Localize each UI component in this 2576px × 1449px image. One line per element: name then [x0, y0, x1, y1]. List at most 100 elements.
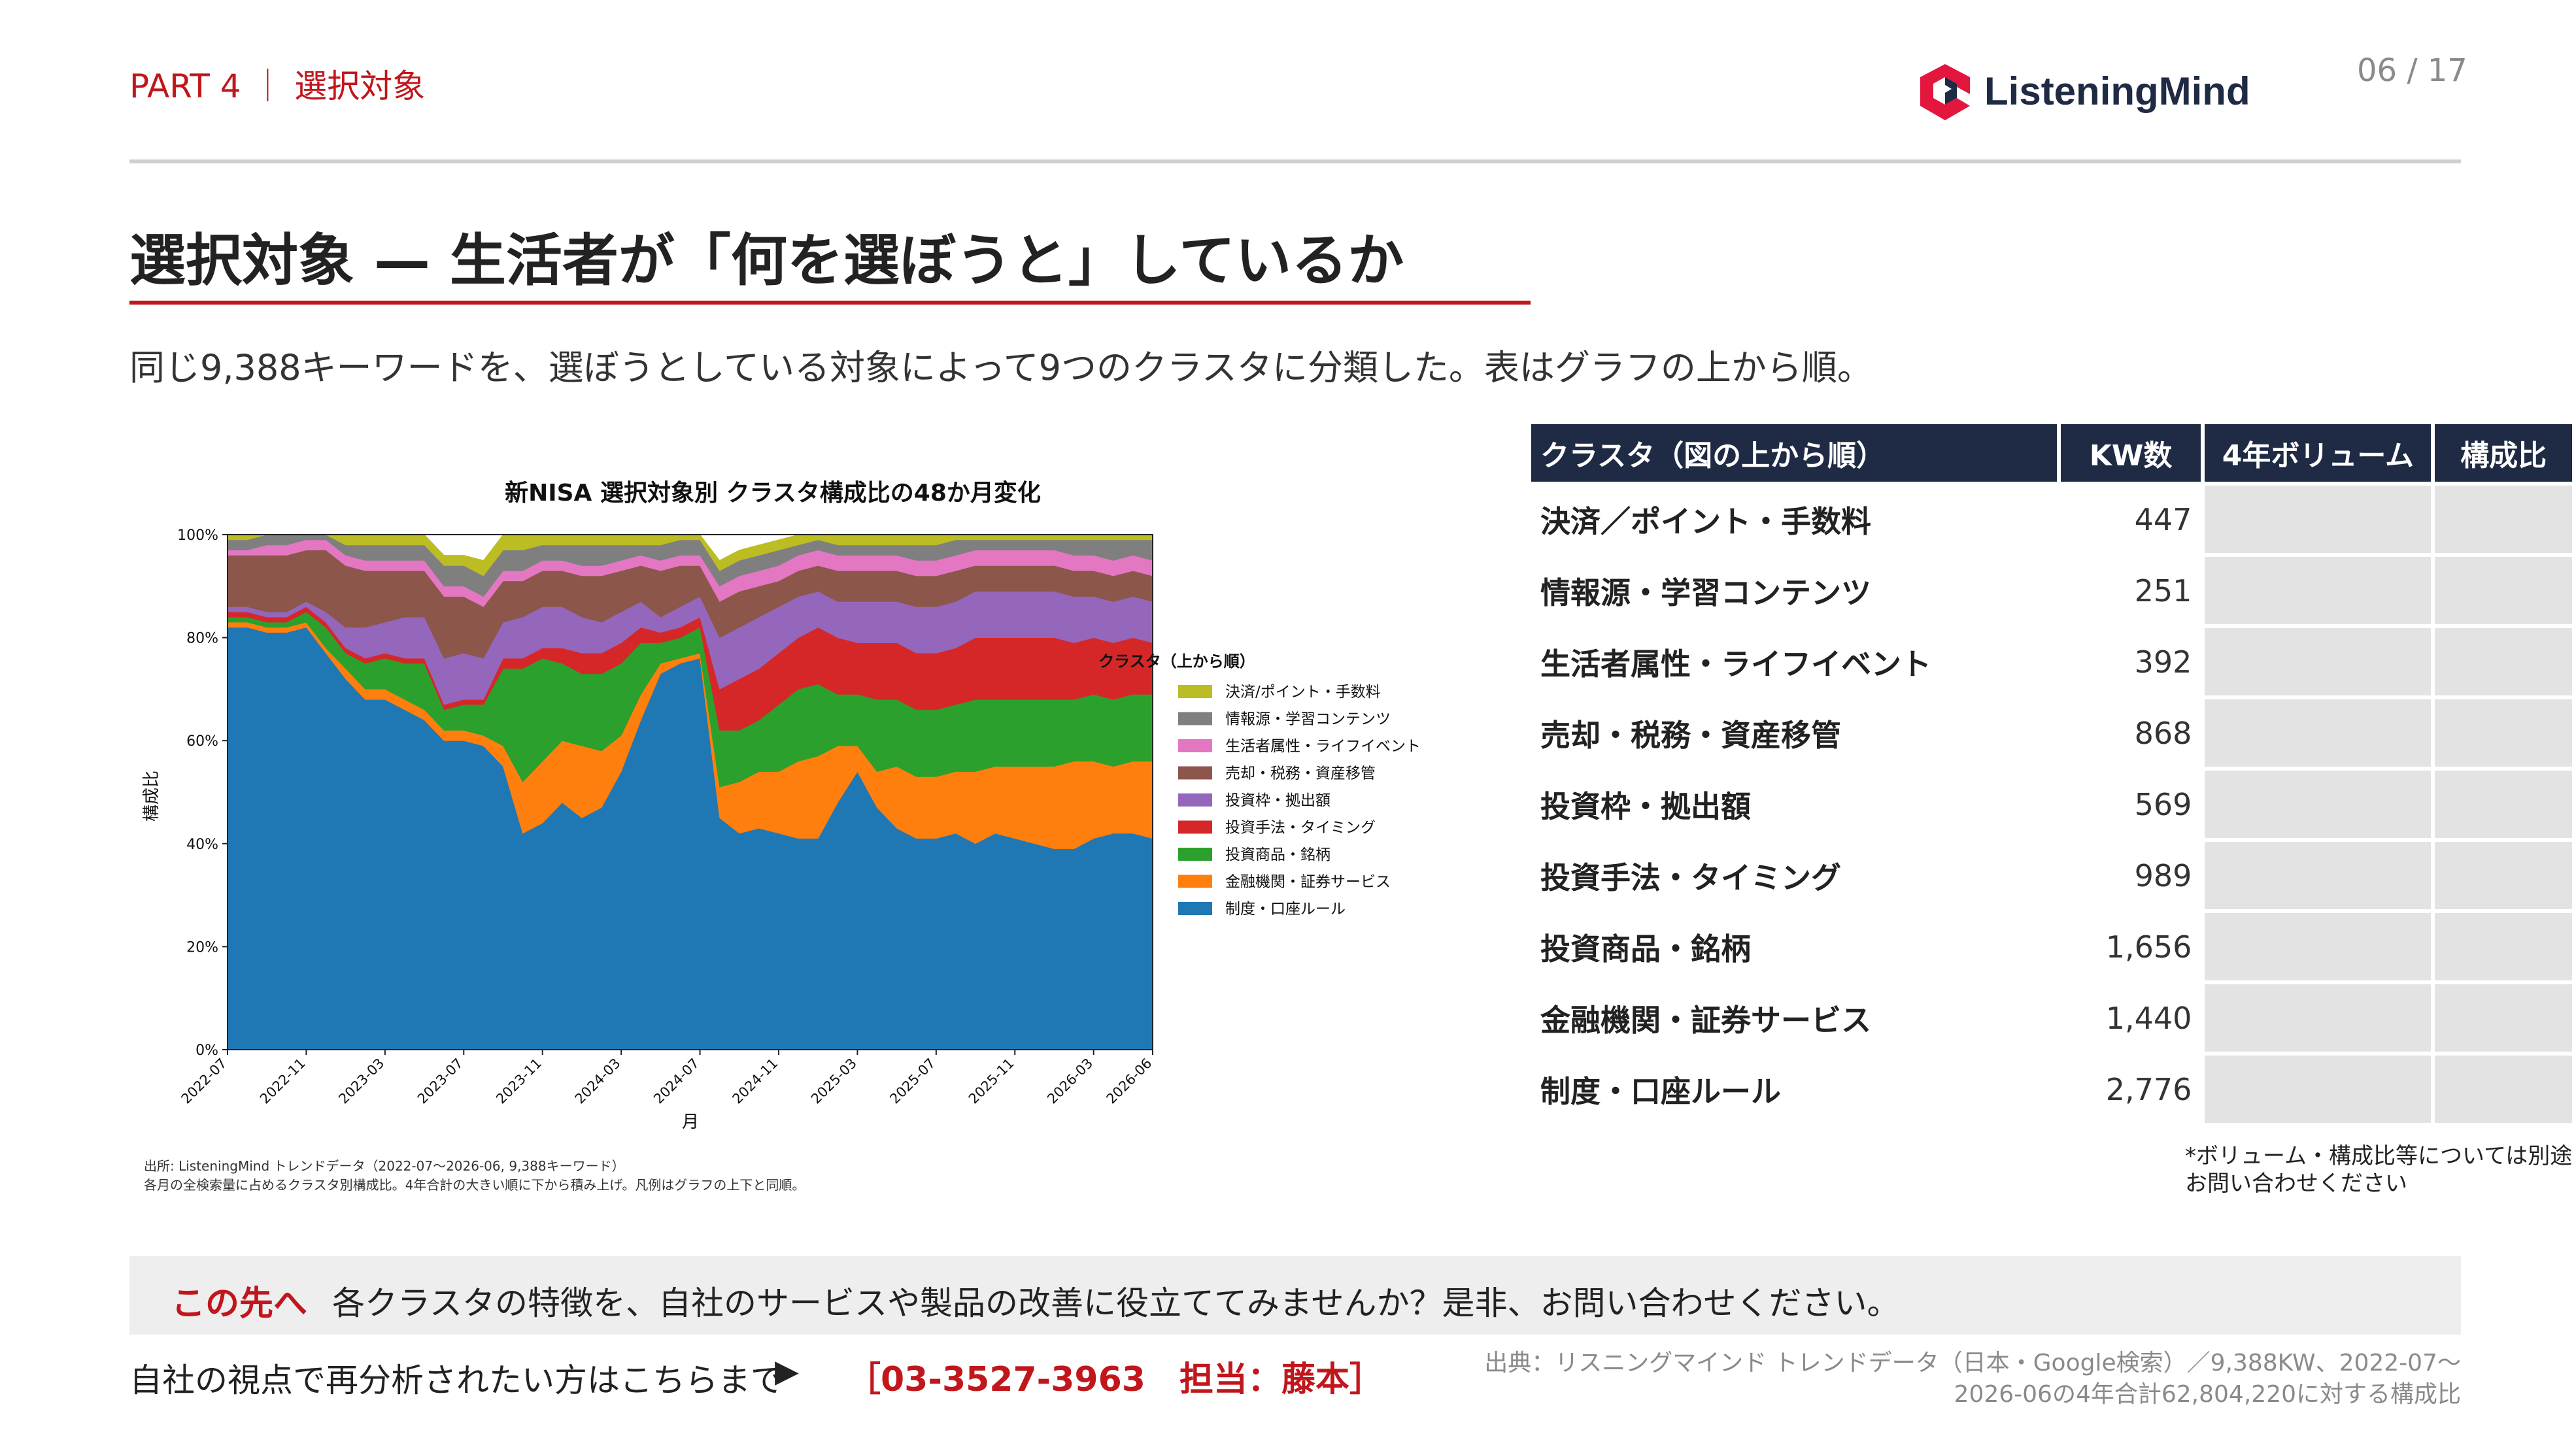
- chart-areas: [227, 534, 1153, 1050]
- cluster-name: 投資枠・拠出額: [1540, 788, 1751, 824]
- footer-source-line-2: 2026-06の4年合計62,804,220に対する構成比: [1954, 1381, 2461, 1408]
- x-tick-label: 2025-07: [887, 1056, 938, 1107]
- share-cell-blank: [2435, 628, 2572, 695]
- share-cell-blank: [2435, 1056, 2572, 1123]
- cluster-name: 投資商品・銘柄: [1540, 931, 1751, 967]
- table-row: 情報源・学習コンテンツ 251: [1531, 557, 2572, 624]
- legend-label: 制度・口座ルール: [1225, 901, 1346, 918]
- cluster-name: 生活者属性・ライフイベント: [1540, 646, 1931, 682]
- legend-swatch: [1178, 874, 1212, 888]
- footer-source: 出典：リスニングマインド トレンドデータ（日本・Google検索）／9,388K…: [1484, 1348, 2461, 1410]
- share-cell-blank: [2435, 486, 2572, 553]
- kw-count: 989: [2134, 858, 2192, 893]
- chart-source-line-1: 出所: ListeningMind トレンドデータ（2022-07〜2026-0…: [144, 1158, 625, 1174]
- volume-cell-blank: [2205, 984, 2432, 1052]
- kw-count: 447: [2134, 501, 2192, 537]
- x-tick-label: 2024-03: [572, 1056, 624, 1107]
- cluster-name: 投資手法・タイミング: [1540, 859, 1841, 895]
- y-axis-label: 構成比: [142, 771, 161, 822]
- x-tick-label: 2026-03: [1044, 1056, 1096, 1107]
- x-tick-label: 2022-07: [178, 1056, 230, 1107]
- chart-source-line-2: 各月の全検索量に占めるクラスタ別構成比。4年合計の大きい順に下から積み上げ。凡例…: [144, 1177, 805, 1193]
- play-arrow-icon: ▶: [775, 1353, 799, 1390]
- table-row: 制度・口座ルール 2,776: [1531, 1056, 2572, 1123]
- x-tick-label: 2024-11: [729, 1056, 781, 1107]
- column-header-volume: 4年ボリューム: [2205, 424, 2432, 482]
- legend-swatch: [1178, 739, 1212, 752]
- y-tick-label: 40%: [186, 837, 218, 853]
- volume-cell-blank: [2205, 771, 2432, 838]
- legend-label: 生活者属性・ライフイベント: [1225, 738, 1421, 755]
- legend-swatch: [1178, 712, 1212, 725]
- contact-text: 自社の視点で再分析されたい方はこちらまで: [129, 1361, 783, 1399]
- column-header-kw-count: KW数: [2060, 424, 2201, 482]
- cluster-table: クラスタ（図の上から順） KW数 4年ボリューム 構成比 決済／ポイント・手数料…: [1527, 420, 2576, 1127]
- legend-swatch: [1178, 685, 1212, 698]
- x-tick-label: 2025-11: [966, 1056, 1017, 1107]
- y-tick-label: 0%: [195, 1042, 218, 1059]
- legend-title: クラスタ（上から順）: [1098, 652, 1255, 671]
- kw-count: 1,440: [2105, 1000, 2192, 1036]
- volume-cell-blank: [2205, 557, 2432, 624]
- table-row: 投資枠・拠出額 569: [1531, 771, 2572, 838]
- share-cell-blank: [2435, 557, 2572, 624]
- table-note-line-1: *ボリューム・構成比等については別途: [2185, 1143, 2573, 1169]
- legend-label: 決済/ポイント・手数料: [1225, 684, 1381, 701]
- chart-axes: [227, 534, 1153, 1050]
- cluster-name: 決済／ポイント・手数料: [1540, 503, 1871, 539]
- kw-count: 392: [2134, 644, 2192, 680]
- table-header-row: クラスタ（図の上から順） KW数 4年ボリューム 構成比: [1531, 424, 2572, 482]
- legend-swatch: [1178, 793, 1212, 807]
- legend-swatch: [1178, 902, 1212, 915]
- cluster-name: 制度・口座ルール: [1540, 1073, 1781, 1109]
- contact-phone[interactable]: ［03-3527-3963 担当：藤本］: [847, 1360, 1383, 1399]
- logo-mark-icon: [1920, 64, 1970, 120]
- cluster-name: 金融機関・証券サービス: [1540, 1002, 1871, 1038]
- legend-label: 投資商品・銘柄: [1225, 846, 1330, 863]
- y-axis-ticks: 0% 20% 40% 60% 80% 100%: [177, 527, 228, 1059]
- listeningmind-logo: ListeningMind: [1919, 60, 2279, 123]
- kw-count: 251: [2134, 573, 2192, 608]
- legend-label: 投資枠・拠出額: [1225, 792, 1330, 809]
- x-tick-label: 2024-07: [651, 1056, 702, 1107]
- legend-swatch: [1178, 820, 1212, 834]
- volume-cell-blank: [2205, 842, 2432, 909]
- share-cell-blank: [2435, 842, 2572, 909]
- column-header-cluster: クラスタ（図の上から順）: [1531, 424, 2057, 482]
- y-tick-label: 60%: [186, 733, 218, 750]
- page-number: 06 / 17: [2357, 52, 2467, 89]
- x-tick-label: 2026-06: [1104, 1056, 1155, 1107]
- table-row: 売却・税務・資産移管 868: [1531, 699, 2572, 767]
- table-row: 生活者属性・ライフイベント 392: [1531, 628, 2572, 695]
- plot-frame: [227, 534, 1153, 1050]
- column-header-share: 構成比: [2435, 424, 2572, 482]
- legend-label: 売却・税務・資産移管: [1225, 765, 1376, 782]
- chart-legend: クラスタ（上から順） 決済/ポイント・手数料情報源・学習コンテンツ生活者属性・ラ…: [1098, 652, 1421, 918]
- share-cell-blank: [2435, 699, 2572, 767]
- legend-label: 投資手法・タイミング: [1225, 820, 1376, 837]
- volume-cell-blank: [2205, 486, 2432, 553]
- y-tick-label: 80%: [186, 631, 218, 647]
- x-axis-ticks: 2022-07 2022-11 2023-03 2023-07 2023-11 2024-…: [178, 1050, 1155, 1107]
- part-label: PART 4 ｜ 選択対象: [129, 67, 426, 105]
- cta-band: [129, 1256, 2461, 1335]
- share-cell-blank: [2435, 984, 2572, 1052]
- x-tick-label: 2023-03: [335, 1056, 387, 1107]
- y-tick-label: 20%: [186, 939, 218, 956]
- kw-count: 2,776: [2105, 1071, 2192, 1107]
- table-row: 決済／ポイント・手数料 447: [1531, 486, 2572, 553]
- kw-count: 569: [2134, 786, 2192, 822]
- cluster-name: 売却・税務・資産移管: [1540, 717, 1841, 753]
- legend-swatch: [1178, 848, 1212, 861]
- cta-heading: この先へ: [171, 1284, 308, 1324]
- x-tick-label: 2023-11: [493, 1056, 545, 1107]
- title-underline: [129, 301, 1531, 305]
- table-row: 投資手法・タイミング 989: [1531, 842, 2572, 909]
- table-note: *ボリューム・構成比等については別途 お問い合わせください: [2185, 1142, 2572, 1197]
- kw-count: 868: [2134, 715, 2192, 751]
- header-divider: [129, 159, 2461, 163]
- volume-cell-blank: [2205, 628, 2432, 695]
- legend-swatch: [1178, 766, 1212, 780]
- x-tick-label: 2023-07: [415, 1056, 466, 1107]
- logo-wordmark: ListeningMind: [1984, 69, 2250, 113]
